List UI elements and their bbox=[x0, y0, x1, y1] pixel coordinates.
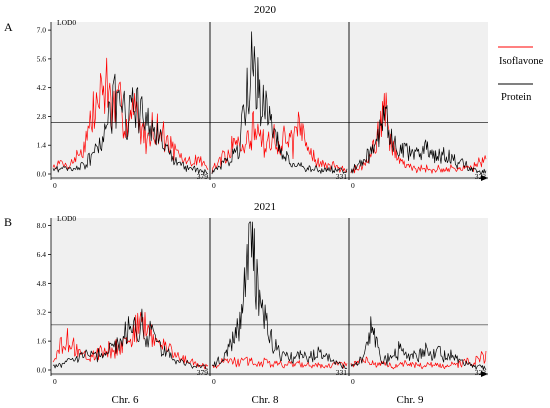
protein-lod-trace bbox=[52, 73, 209, 175]
isoflavone-lod-trace bbox=[52, 57, 209, 170]
panel-b-plot-area bbox=[51, 218, 488, 376]
y-tick-label: 5.6 bbox=[37, 54, 47, 63]
y-tick-label: 7.0 bbox=[37, 26, 47, 35]
chromosome-end-label: 379 bbox=[197, 368, 209, 377]
y-tick-label: 8.0 bbox=[37, 221, 47, 230]
panel-a-ylabel: LOD0 bbox=[57, 18, 76, 27]
y-tick-label: 1.6 bbox=[37, 337, 47, 346]
panel-a-separators bbox=[50, 22, 488, 181]
y-tick-label: 3.2 bbox=[37, 308, 47, 317]
chromosome-start-label: 0 bbox=[212, 181, 216, 190]
panel-b-series bbox=[52, 221, 487, 371]
x-axis-arrow bbox=[481, 175, 488, 181]
protein-lod-trace bbox=[350, 316, 487, 371]
chromosome-start-label: 0 bbox=[351, 181, 355, 190]
protein-lod-trace bbox=[350, 105, 487, 175]
legend: Isoflavone Protein bbox=[498, 46, 544, 103]
panel-a: 2020 A LOD0 0.01.42.84.25.67.0 037903310… bbox=[4, 4, 488, 190]
x-axis-arrow bbox=[481, 371, 488, 377]
chromosome-end-label: 379 bbox=[197, 172, 209, 181]
panel-b: 2021 B LOD0 0.01.63.24.86.48.0 037903310… bbox=[4, 201, 488, 386]
isoflavone-lod-trace bbox=[350, 92, 487, 174]
chromosome-start-label: 0 bbox=[351, 377, 355, 386]
panel-b-label: B bbox=[4, 215, 12, 229]
chromosome-label-6: Chr. 6 bbox=[112, 394, 139, 406]
chromosome-label-8: Chr. 8 bbox=[252, 394, 279, 406]
chromosome-end-label: 322 bbox=[475, 368, 487, 377]
y-tick-label: 2.8 bbox=[37, 112, 47, 121]
chromosome-end-label: 331 bbox=[336, 368, 348, 377]
chromosome-label-9: Chr. 9 bbox=[397, 394, 424, 406]
y-tick-label: 6.4 bbox=[37, 250, 47, 259]
y-tick-label: 4.8 bbox=[37, 279, 47, 288]
panel-b-y-ticks: 0.0 1.6 3.2 4.8 6.4 8.0 bbox=[37, 221, 51, 375]
isoflavone-lod-trace bbox=[211, 111, 348, 174]
chromosome-end-label: 322 bbox=[475, 172, 487, 181]
isoflavone-lod-trace bbox=[211, 356, 348, 369]
panel-b-title: 2021 bbox=[254, 201, 276, 213]
y-tick-label: 4.2 bbox=[37, 83, 47, 92]
panel-b-ylabel: LOD0 bbox=[57, 214, 76, 223]
isoflavone-lod-trace bbox=[52, 311, 209, 370]
chromosome-end-label: 331 bbox=[336, 172, 348, 181]
y-tick-label: 0.0 bbox=[37, 366, 47, 375]
protein-lod-trace bbox=[211, 221, 348, 369]
y-tick-label: 1.4 bbox=[37, 141, 47, 150]
y-tick-label: 0.0 bbox=[37, 170, 47, 179]
legend-isoflavone-label: Isoflavone bbox=[499, 56, 544, 67]
panel-a-title: 2020 bbox=[254, 4, 277, 16]
isoflavone-lod-trace bbox=[350, 350, 487, 370]
chromosome-start-label: 0 bbox=[53, 181, 57, 190]
panel-a-plot-area bbox=[51, 22, 488, 180]
legend-protein-label: Protein bbox=[501, 92, 532, 103]
chromosome-labels: Chr. 6 Chr. 8 Chr. 9 bbox=[112, 394, 424, 406]
chromosome-start-label: 0 bbox=[53, 377, 57, 386]
protein-lod-trace bbox=[52, 308, 209, 370]
panel-a-label: A bbox=[4, 20, 13, 34]
chromosome-start-label: 0 bbox=[212, 377, 216, 386]
panel-a-series bbox=[52, 31, 487, 175]
protein-lod-trace bbox=[211, 31, 348, 175]
panel-a-y-ticks: 0.0 1.4 2.8 4.2 5.6 7.0 bbox=[37, 26, 51, 179]
panel-b-separators bbox=[50, 218, 488, 377]
